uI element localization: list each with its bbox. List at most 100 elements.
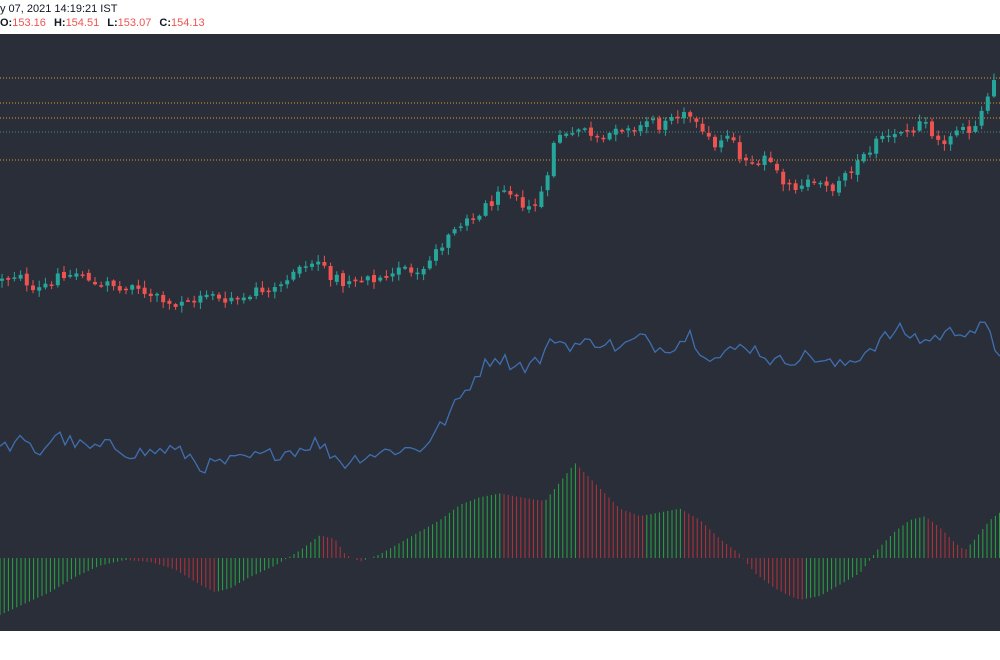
candle-down — [161, 294, 166, 303]
candle-down — [223, 298, 228, 303]
candle-up — [527, 206, 531, 210]
candle-up — [651, 118, 655, 121]
bottom-strip — [0, 631, 1000, 660]
candle-down — [322, 262, 327, 266]
candle-down — [384, 275, 389, 278]
candle-down — [6, 277, 11, 280]
candle-down — [80, 274, 85, 276]
candle-down — [967, 126, 972, 134]
timestamp-label: y 07, 2021 14:19:21 IST — [0, 3, 118, 15]
candle-up — [979, 110, 984, 126]
candle-up — [12, 277, 17, 279]
candle-up — [886, 135, 891, 138]
candle-up — [74, 273, 79, 277]
chart-area[interactable]: 2:303112:30Feb12:30212:30312:30412:30512… — [0, 34, 1000, 657]
candle-down — [142, 287, 147, 294]
candle-down — [186, 300, 190, 302]
candle-up — [992, 80, 996, 97]
candle-down — [471, 218, 476, 220]
candle-up — [874, 138, 879, 154]
candle-down — [148, 293, 153, 297]
candle-up — [421, 268, 426, 275]
candle-down — [93, 281, 97, 285]
candle-up — [254, 287, 259, 296]
close-value: 154.13 — [171, 17, 205, 29]
candle-down — [520, 197, 525, 208]
candle-up — [248, 296, 252, 300]
candle-up — [923, 122, 928, 124]
candle-down — [737, 142, 742, 160]
candle-up — [303, 266, 308, 268]
candle-down — [111, 280, 116, 287]
candle-up — [880, 135, 885, 140]
open-value: 153.16 — [12, 17, 46, 29]
close-key: C: — [159, 17, 171, 29]
candle-down — [589, 127, 593, 136]
candle-down — [688, 112, 693, 117]
candle-up — [291, 271, 296, 280]
open-key: O: — [0, 17, 13, 29]
candle-up — [539, 191, 544, 208]
candle-down — [812, 181, 817, 183]
candle-up — [638, 125, 643, 132]
candle-up — [868, 152, 872, 155]
candle-down — [167, 300, 172, 304]
candle-up — [564, 133, 569, 136]
candle-up — [917, 121, 922, 131]
candle-up — [55, 273, 60, 286]
candle-up — [198, 295, 203, 303]
candle-up — [297, 266, 302, 274]
candle-up — [719, 140, 724, 148]
candle-down — [936, 135, 941, 140]
candle-down — [136, 285, 141, 289]
candle-down — [595, 135, 600, 138]
candle-down — [62, 271, 66, 279]
candle-up — [105, 281, 110, 286]
candle-up — [985, 96, 990, 111]
candle-down — [781, 171, 786, 185]
candle-down — [911, 130, 916, 133]
candle-down — [49, 284, 54, 286]
candle-down — [694, 118, 699, 122]
candle-down — [341, 273, 345, 287]
oscillator-line — [0, 321, 1000, 474]
candle-up — [855, 160, 860, 175]
candle-down — [533, 204, 538, 206]
high-value: 154.51 — [65, 17, 100, 29]
candle-down — [514, 194, 519, 197]
candle-up — [861, 154, 866, 162]
low-value: 153.07 — [117, 17, 152, 29]
candle-down — [706, 132, 711, 137]
candle-up — [818, 182, 823, 185]
candle-up — [434, 249, 438, 261]
candle-up — [843, 173, 848, 181]
candle-up — [948, 136, 953, 145]
candle-up — [272, 287, 277, 292]
chart-canvas[interactable] — [0, 34, 1000, 631]
candle-down — [830, 184, 835, 192]
candle-down — [905, 130, 910, 132]
candle-up — [241, 297, 246, 301]
candle-up — [799, 185, 804, 189]
candle-down — [675, 116, 680, 119]
candle-up — [582, 128, 587, 130]
candle-up — [334, 274, 339, 282]
candle-up — [378, 277, 383, 281]
candle-up — [725, 135, 730, 139]
candle-down — [409, 267, 414, 273]
candle-up — [179, 301, 184, 306]
candle-down — [731, 137, 736, 141]
candle-up — [316, 261, 321, 265]
candlestick-series — [0, 73, 996, 313]
candle-down — [372, 275, 376, 283]
high-key: H: — [53, 17, 66, 29]
candle-up — [18, 274, 23, 279]
candle-up — [155, 293, 159, 296]
candle-up — [37, 287, 42, 291]
candle-down — [930, 121, 934, 137]
candle-up — [558, 134, 562, 143]
candle-up — [310, 263, 314, 267]
candle-down — [489, 201, 494, 206]
candle-up — [452, 229, 457, 234]
oscillator-pane — [0, 321, 1000, 474]
